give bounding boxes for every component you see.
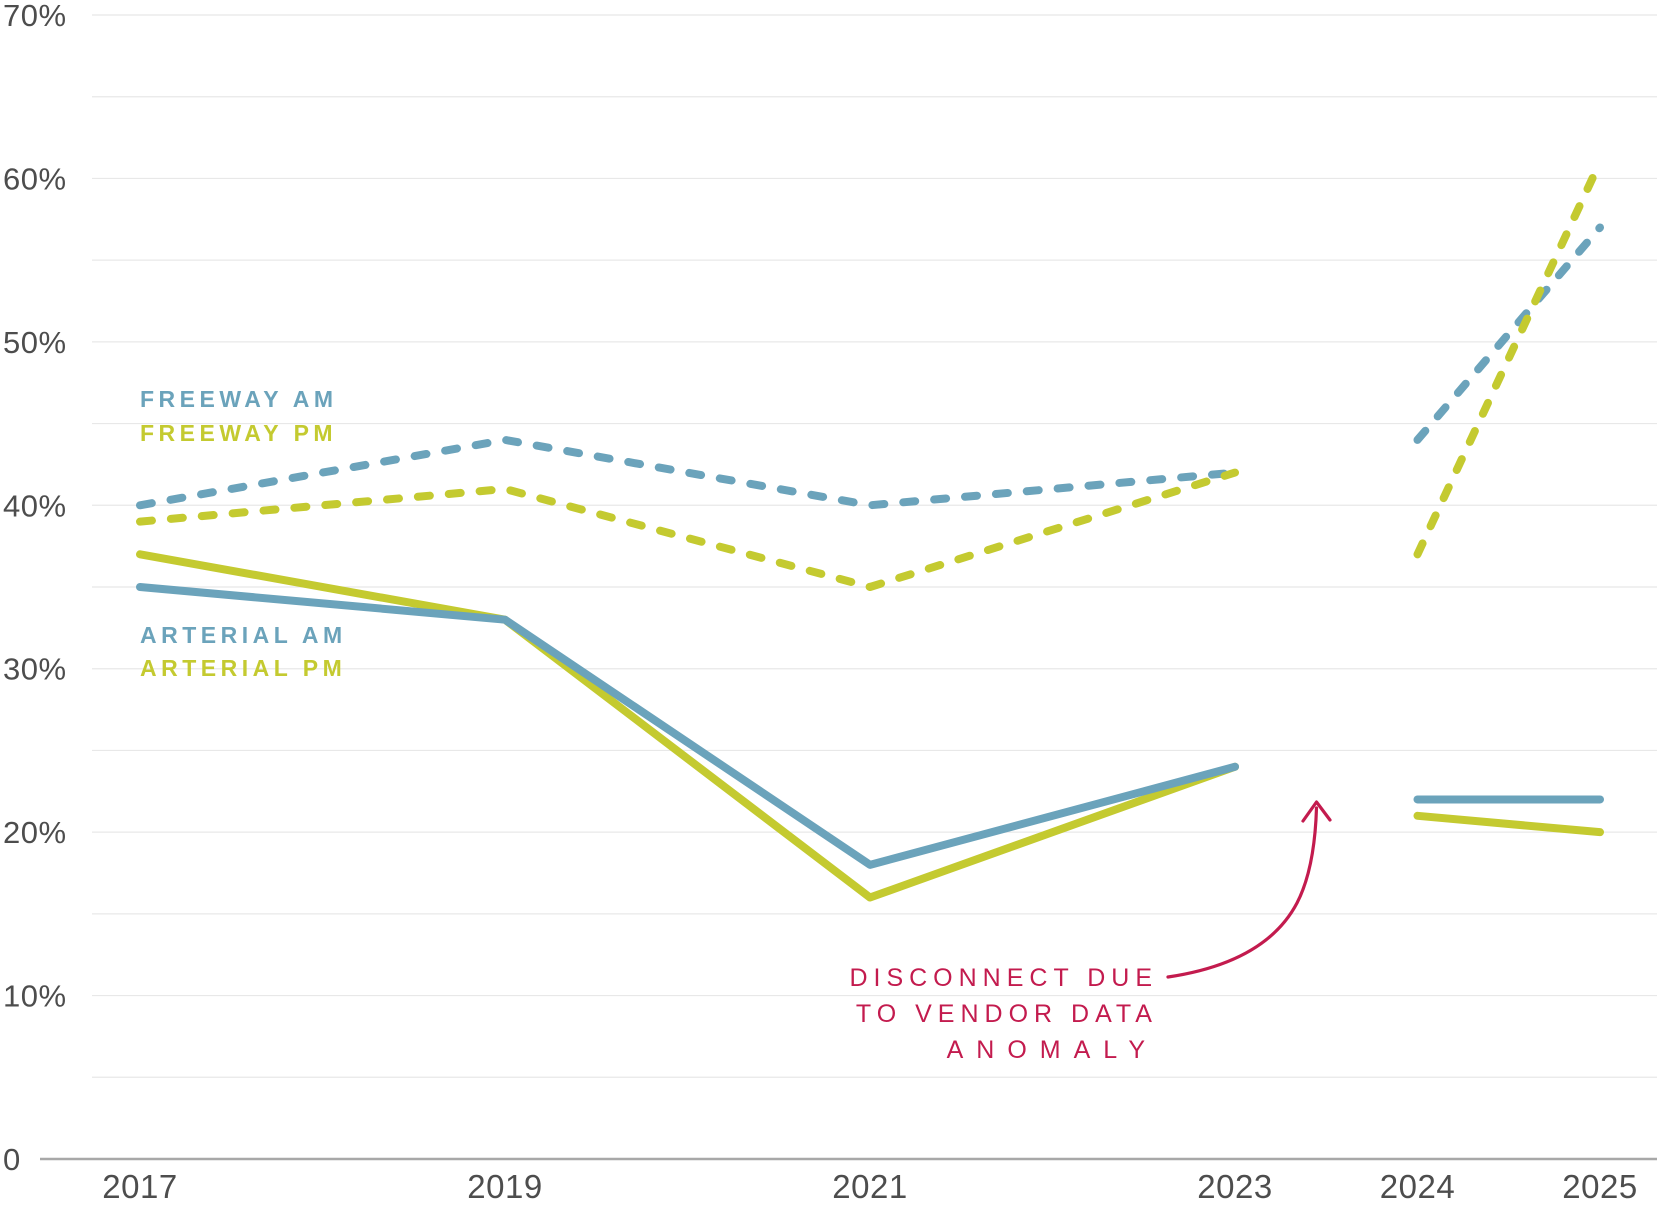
- y-tick-label: 20%: [3, 815, 67, 850]
- legend-freeway-pm: FREEWAY PM: [140, 420, 337, 446]
- y-tick-label: 0: [3, 1142, 21, 1177]
- series-arterial-am-line: [136, 583, 1239, 869]
- y-tick-label: 50%: [3, 325, 67, 360]
- series-arterial-pm-line: [1413, 811, 1604, 837]
- y-tick-label: 40%: [3, 488, 67, 523]
- annotation-arrow: [1166, 806, 1319, 979]
- legend-freeway-am: FREEWAY AM: [140, 386, 338, 412]
- annotation-line-2: TO VENDOR DATA: [856, 1000, 1158, 1028]
- y-tick-label: 60%: [3, 161, 67, 196]
- x-tick-label: 2025: [1562, 1168, 1637, 1205]
- y-tick-label: 10%: [3, 979, 67, 1014]
- y-tick-label: 70%: [3, 0, 67, 33]
- data-series: [136, 158, 1604, 902]
- legend-arterial-am: ARTERIAL AM: [140, 622, 347, 648]
- series-freeway-am-line: [1413, 223, 1604, 444]
- legend-arterial-pm: ARTERIAL PM: [140, 655, 346, 681]
- x-tick-label: 2017: [102, 1168, 177, 1205]
- x-tick-label: 2021: [832, 1168, 907, 1205]
- x-tick-label: 2019: [467, 1168, 542, 1205]
- annotation-line-1: DISCONNECT DUE: [849, 964, 1158, 992]
- x-axis-labels: 2017 2019 2021 2023 2024 2025: [102, 1168, 1637, 1205]
- y-axis-labels: 70% 60% 50% 40% 30% 20% 10% 0: [3, 0, 67, 1177]
- y-tick-label: 30%: [3, 652, 67, 687]
- series-freeway-pm-line: [1413, 158, 1604, 559]
- x-tick-label: 2023: [1197, 1168, 1272, 1205]
- series-arterial-pm-line: [136, 550, 1239, 902]
- annotation-line-3: ANOMALY: [947, 1036, 1158, 1064]
- annotation: DISCONNECT DUE TO VENDOR DATA ANOMALY: [849, 800, 1332, 1064]
- series-freeway-am-line: [136, 435, 1239, 510]
- annotation-arrowhead-icon: [1301, 800, 1332, 823]
- series-freeway-pm-line: [136, 468, 1239, 591]
- legend: FREEWAY AM FREEWAY PM ARTERIAL AM ARTERI…: [140, 386, 347, 681]
- gridlines: [40, 14, 1657, 1161]
- x-tick-label: 2024: [1380, 1168, 1455, 1205]
